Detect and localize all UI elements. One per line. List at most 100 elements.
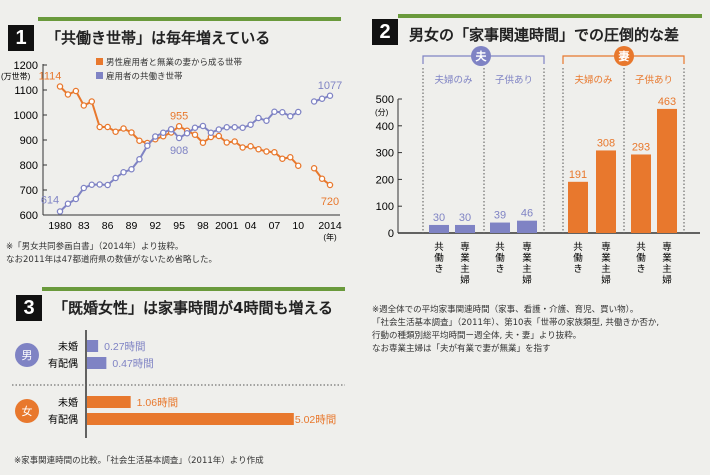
category-label-char: 業 <box>522 252 532 264</box>
category-label-char: 業 <box>662 252 672 264</box>
data-point <box>310 98 318 105</box>
x-tick-label: 04 <box>245 220 257 232</box>
data-point <box>310 164 318 172</box>
data-point <box>72 195 80 203</box>
bar-value: 293 <box>632 141 650 153</box>
panel1-note-1: ※「男女共同参画白書」（2014年）より抜粋。 <box>6 242 184 252</box>
bar <box>87 396 131 408</box>
data-label: 614 <box>41 195 59 207</box>
data-point <box>88 98 96 105</box>
data-point <box>128 165 135 173</box>
bar-value: 1.06時間 <box>137 397 178 409</box>
data-point <box>80 102 88 109</box>
category-label: 未婚 <box>58 396 78 409</box>
bar-value: 30 <box>433 212 445 224</box>
bar-value: 30 <box>459 212 471 224</box>
panel2-title: 男女の「家事関連時間」での圧倒的な差 <box>409 26 680 44</box>
category-label-char: 専 <box>662 241 672 253</box>
data-point <box>112 128 119 135</box>
legend-label: 雇用者の共働き世帯 <box>106 71 183 81</box>
data-point <box>279 155 286 162</box>
data-point <box>191 131 199 138</box>
category-label-char: 婦 <box>460 274 470 286</box>
data-point <box>128 129 135 136</box>
data-point <box>247 121 254 129</box>
category-label-char: 主 <box>662 263 672 275</box>
data-point <box>183 129 191 137</box>
x-tick-label: 95 <box>173 220 185 232</box>
data-point <box>231 138 238 145</box>
data-label: 955 <box>170 110 188 122</box>
group-label: 女 <box>22 404 33 418</box>
category-label-char: 共 <box>495 242 505 253</box>
data-point <box>175 123 183 130</box>
data-point <box>104 181 111 189</box>
y-axis-unit: (分) <box>375 108 389 117</box>
x-tick-label: 86 <box>102 220 114 232</box>
data-point <box>239 144 246 151</box>
y-tick-label: 400 <box>376 121 394 133</box>
category-label-char: 婦 <box>662 274 672 286</box>
panel2-rule <box>398 14 702 18</box>
group-badge <box>471 46 491 66</box>
y-tick-label: 0 <box>388 228 394 240</box>
category-label: 未婚 <box>58 340 78 353</box>
panel1-note-2: なお2011年は47都道府県の数値がないため省略した。 <box>6 255 217 265</box>
category-label-char: 働 <box>573 252 583 264</box>
category-label-char: 共 <box>573 242 583 253</box>
panel2-note-2: 「社会生活基本調査」（2011年）、第10表「世帯の家族類型, 共働きか否か, <box>372 318 660 328</box>
bar <box>517 220 537 233</box>
panel2-note-3: 行動の種類別総平均時間ー週全体, 夫・妻」より抜粋。 <box>372 331 582 341</box>
data-point <box>247 142 254 150</box>
y-tick-label: 1200 <box>14 60 38 72</box>
y-tick-label: 500 <box>376 94 394 106</box>
data-point <box>159 129 167 136</box>
group-label: 妻 <box>619 49 630 63</box>
data-point <box>96 123 103 131</box>
bar <box>87 357 107 369</box>
panel3-title: 「既婚女性」は家事時間が4時間も増える <box>53 299 333 317</box>
x-tick-label: 2001 <box>215 220 239 232</box>
category-label-char: 働 <box>495 252 505 264</box>
data-point <box>294 108 302 116</box>
category-label-char: 主 <box>460 263 470 275</box>
data-point <box>104 123 111 131</box>
y-tick-label: 1100 <box>14 85 38 97</box>
category-label-char: き <box>495 264 505 275</box>
bar-value: 191 <box>569 169 587 181</box>
x-tick-label: 10 <box>292 220 304 232</box>
subgroup-label: 夫婦のみ <box>574 74 612 86</box>
bar-value: 308 <box>597 137 615 149</box>
category-label-char: 共 <box>636 242 646 253</box>
panel3-rule <box>42 287 345 291</box>
category-label-char: 主 <box>601 263 611 275</box>
x-tick-label: 2014 <box>318 220 342 232</box>
bar-value: 0.27時間 <box>104 341 145 353</box>
data-point <box>215 132 223 140</box>
data-point <box>287 113 294 120</box>
data-point <box>271 148 278 156</box>
data-point <box>263 148 270 155</box>
panel1-rule <box>38 17 341 21</box>
data-label: 1077 <box>318 80 342 92</box>
data-point <box>175 134 183 142</box>
panel2-note-1: ※週全体での平均家事関連時間（家事、看護・介護、育児、買い物）。 <box>372 305 639 315</box>
group-badge <box>614 46 634 66</box>
data-point <box>207 129 215 136</box>
data-point <box>136 155 143 163</box>
x-tick-label: 83 <box>78 220 90 232</box>
x-tick-label: 98 <box>197 220 209 232</box>
bar <box>490 222 510 233</box>
data-point <box>56 208 64 215</box>
data-point <box>255 114 262 122</box>
bar <box>87 413 294 425</box>
data-point <box>223 124 231 131</box>
data-point <box>191 124 199 132</box>
panel1-title: 「共働き世帯」は毎年増えている <box>46 29 271 47</box>
group-label: 夫 <box>476 49 488 63</box>
data-point <box>167 126 175 133</box>
category-label-char: 業 <box>460 252 470 264</box>
category-label-char: 婦 <box>601 274 611 286</box>
group-badge <box>15 343 39 367</box>
